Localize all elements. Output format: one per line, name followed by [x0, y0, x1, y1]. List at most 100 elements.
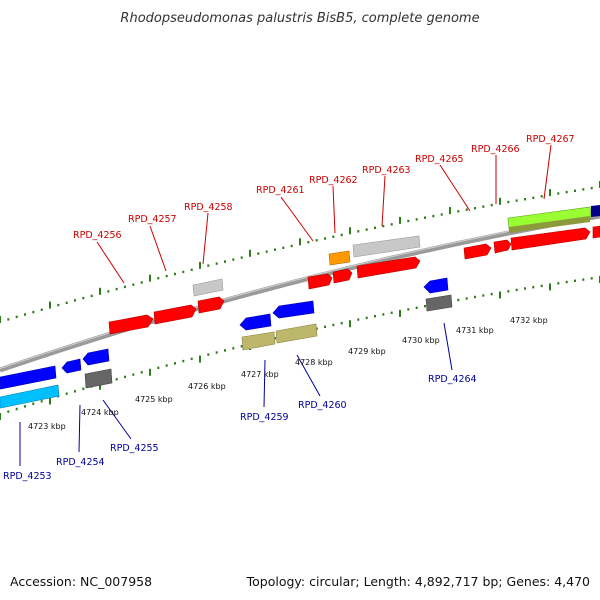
reverse-tick-row — [0, 276, 600, 420]
major-tick — [249, 249, 251, 257]
minor-tick — [590, 277, 593, 280]
major-tick — [49, 397, 51, 405]
major-tick — [0, 316, 1, 323]
gene-arrow-rpd-4264[interactable] — [423, 277, 449, 294]
gene-label-rpd-4262[interactable]: RPD_4262 — [309, 175, 358, 186]
major-tick — [299, 238, 301, 246]
gene-label-rpd-4266[interactable]: RPD_4266 — [471, 144, 520, 155]
minor-tick — [465, 208, 468, 211]
minor-tick — [257, 252, 260, 255]
gene-arrow-rpd-4258[interactable] — [197, 296, 225, 314]
scale-label: 4732 kbp — [510, 316, 548, 325]
gene-label-rpd-4260[interactable]: RPD_4260 — [298, 400, 347, 411]
minor-tick — [165, 274, 168, 278]
gene-feature-dark-gray[interactable] — [84, 368, 113, 389]
minor-tick — [32, 310, 35, 314]
gene-label-rpd-4257[interactable]: RPD_4257 — [128, 214, 177, 225]
gene-arrow-rpd-4255[interactable] — [82, 348, 110, 366]
gene-label-rpd-4264[interactable]: RPD_4264 — [428, 374, 477, 385]
gene-label-rpd-4261[interactable]: RPD_4261 — [256, 185, 305, 196]
gene-label-rpd-4259[interactable]: RPD_4259 — [240, 412, 289, 423]
gene-label-rpd-4256[interactable]: RPD_4256 — [73, 230, 122, 241]
minor-tick — [482, 205, 485, 208]
minor-tick — [165, 364, 168, 367]
minor-tick — [415, 218, 418, 221]
gene-arrow-rpd-4256[interactable] — [108, 314, 154, 335]
minor-tick — [182, 270, 185, 274]
scale-label: 4729 kbp — [348, 347, 386, 356]
gene-label-rpd-4263[interactable]: RPD_4263 — [362, 165, 411, 176]
gene-feature-light-gray[interactable] — [192, 278, 224, 297]
gene-label-rpd-4265[interactable]: RPD_4265 — [415, 154, 464, 165]
minor-tick — [174, 362, 176, 365]
minor-tick — [7, 318, 10, 321]
minor-tick — [357, 318, 360, 321]
minor-tick — [82, 387, 85, 390]
forward-gene-labels: RPD_4256 RPD_4257 RPD_4258 RPD_4261 RPD_… — [73, 134, 575, 241]
gene-arrow-edge[interactable] — [592, 225, 600, 239]
minor-tick — [457, 210, 460, 213]
minor-tick — [57, 303, 60, 307]
scale-labels: 4723 kbp 4724 kbp 4725 kbp 4726 kbp 4727… — [28, 316, 548, 431]
gene-arrow-rpd-4267[interactable] — [510, 227, 591, 251]
gene-label-rpd-4253[interactable]: RPD_4253 — [3, 471, 52, 482]
gene-arrow-rpd-4260[interactable] — [272, 300, 315, 319]
minor-tick — [374, 226, 376, 229]
gene-arrow-rpd-4253[interactable] — [0, 365, 57, 390]
minor-tick — [474, 207, 476, 210]
gene-label-rpd-4254[interactable]: RPD_4254 — [56, 457, 105, 468]
gene-feature-olive[interactable] — [509, 216, 590, 233]
gene-feature-light-gray[interactable] — [352, 235, 421, 258]
minor-tick — [157, 277, 160, 280]
reverse-leader-lines — [19, 322, 453, 466]
minor-tick — [190, 268, 193, 271]
scale-label: 4725 kbp — [135, 395, 173, 404]
gene-arrow-rpd-4261[interactable] — [307, 273, 333, 290]
major-tick — [199, 261, 201, 269]
minor-tick — [574, 279, 576, 282]
minor-tick — [174, 272, 176, 276]
gene-arrow-rpd-4263[interactable] — [356, 256, 421, 279]
gene-arrow-rpd-4262[interactable] — [332, 268, 353, 284]
minor-tick — [474, 295, 476, 299]
minor-tick — [490, 292, 493, 296]
minor-tick — [240, 345, 243, 348]
gene-feature-cyan[interactable] — [0, 384, 60, 409]
gene-label-rpd-4258[interactable]: RPD_4258 — [184, 202, 233, 213]
major-tick — [549, 189, 551, 197]
minor-tick — [374, 315, 376, 318]
gene-feature-navy-edge[interactable] — [591, 205, 600, 217]
gene-feature-olive[interactable] — [275, 323, 318, 344]
gene-arrow-rpd-4254[interactable] — [61, 358, 82, 374]
minor-tick — [274, 337, 276, 340]
minor-tick — [357, 230, 360, 233]
gene-feature-green[interactable] — [507, 206, 592, 230]
gene-label-rpd-4255[interactable]: RPD_4255 — [110, 443, 159, 454]
gene-arrow-rpd-4266[interactable] — [493, 239, 512, 254]
forward-tick-row — [0, 181, 600, 323]
minor-tick — [182, 359, 185, 363]
reverse-gene-labels: RPD_4253 RPD_4254 RPD_4255 RPD_4259 RPD_… — [3, 374, 477, 482]
minor-tick — [215, 351, 218, 354]
gene-arrow-rpd-4259[interactable] — [239, 313, 272, 331]
minor-tick — [540, 284, 543, 288]
scale-label: 4731 kbp — [456, 326, 494, 335]
major-tick — [149, 274, 151, 282]
gene-feature-olive[interactable] — [241, 331, 276, 351]
gene-feature-orange[interactable] — [328, 250, 351, 266]
minor-tick — [340, 233, 343, 237]
gene-arrow-rpd-4257[interactable] — [153, 304, 197, 325]
minor-tick — [115, 378, 118, 381]
gene-arrow-rpd-4265[interactable] — [463, 243, 492, 260]
minor-tick — [365, 316, 368, 320]
scale-label: 4728 kbp — [295, 358, 333, 367]
genome-summary-text: Topology: circular; Length: 4,892,717 bp… — [246, 574, 590, 589]
gene-feature-dark-gray[interactable] — [425, 294, 453, 312]
minor-tick — [432, 214, 435, 218]
gene-label-rpd-4267[interactable]: RPD_4267 — [526, 134, 575, 145]
forward-strand-features — [108, 205, 600, 335]
minor-tick — [157, 366, 160, 369]
minor-tick — [115, 287, 118, 291]
minor-tick — [440, 213, 443, 216]
minor-tick — [24, 313, 26, 316]
